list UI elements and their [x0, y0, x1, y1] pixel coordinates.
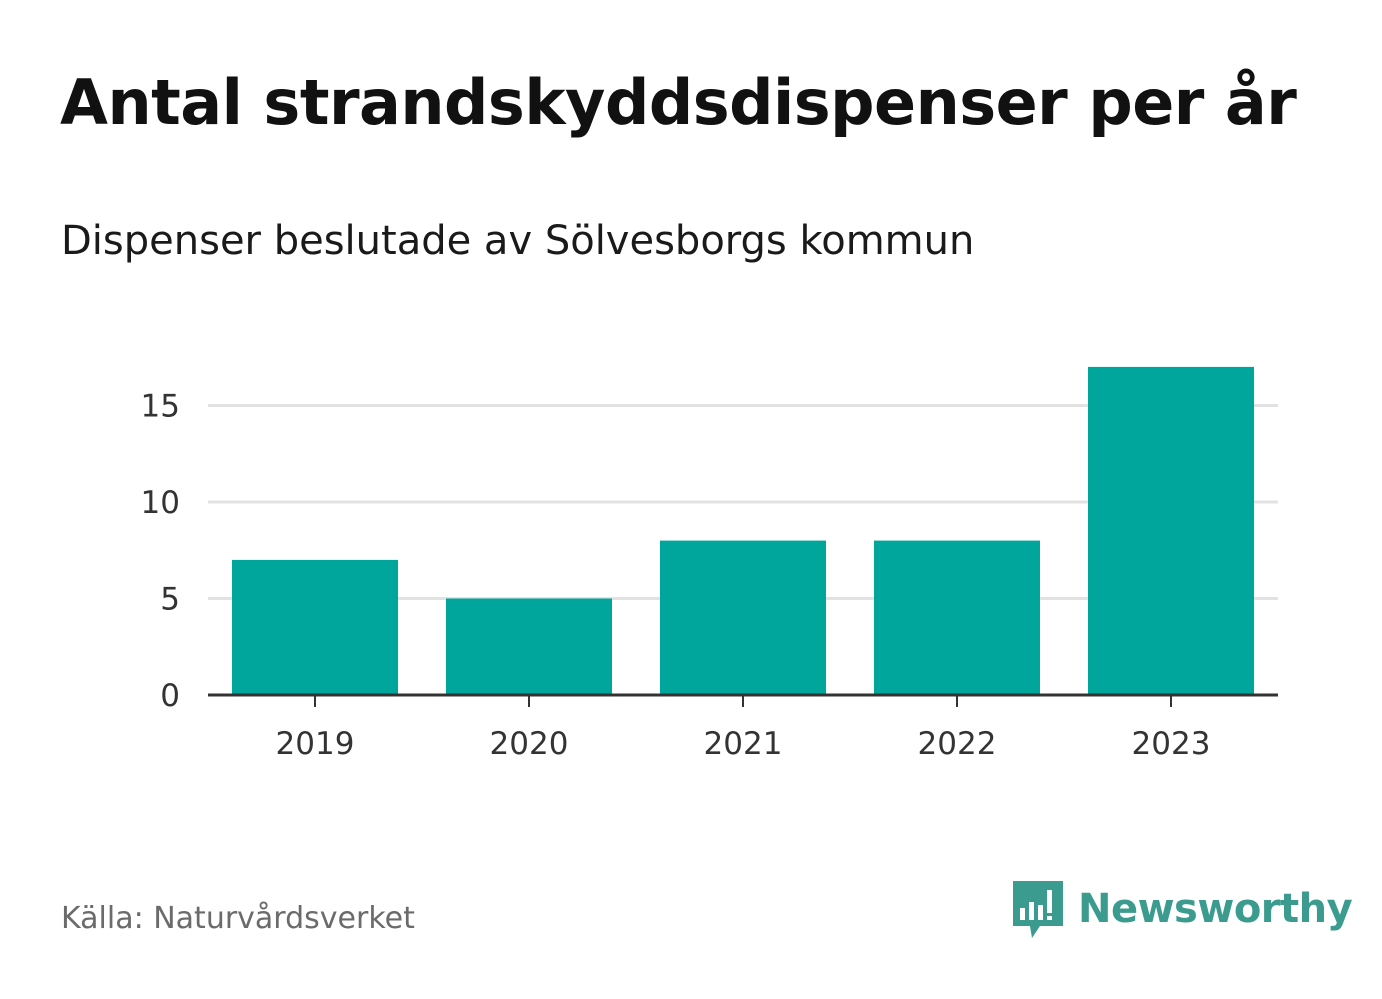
- brand-name: Newsworthy: [1078, 886, 1353, 932]
- y-tick-label-15: 15: [141, 389, 180, 425]
- x-tick-label-2021: 2021: [704, 726, 783, 762]
- bar-2021: [660, 540, 826, 695]
- x-tick-label-2019: 2019: [276, 726, 355, 762]
- x-tick-label-2022: 2022: [918, 726, 997, 762]
- chart-title: Antal strandskyddsdispenser per år: [60, 66, 1297, 139]
- bar-2020: [446, 598, 612, 695]
- source-note: Källa: Naturvårdsverket: [61, 901, 415, 936]
- x-tick-label-2020: 2020: [490, 726, 569, 762]
- y-tick-label-5: 5: [160, 582, 180, 618]
- chart-subtitle: Dispenser beslutade av Sölvesborgs kommu…: [61, 218, 975, 264]
- bar-2023: [1088, 366, 1254, 695]
- bar-2022: [874, 540, 1040, 695]
- bar-2019: [232, 559, 398, 695]
- newsworthy-logo-icon: [1013, 881, 1063, 938]
- y-tick-label-0: 0: [160, 678, 180, 714]
- y-tick-label-10: 10: [141, 485, 180, 521]
- x-tick-label-2023: 2023: [1132, 726, 1211, 762]
- brand-logo: Newsworthy: [1010, 878, 1353, 940]
